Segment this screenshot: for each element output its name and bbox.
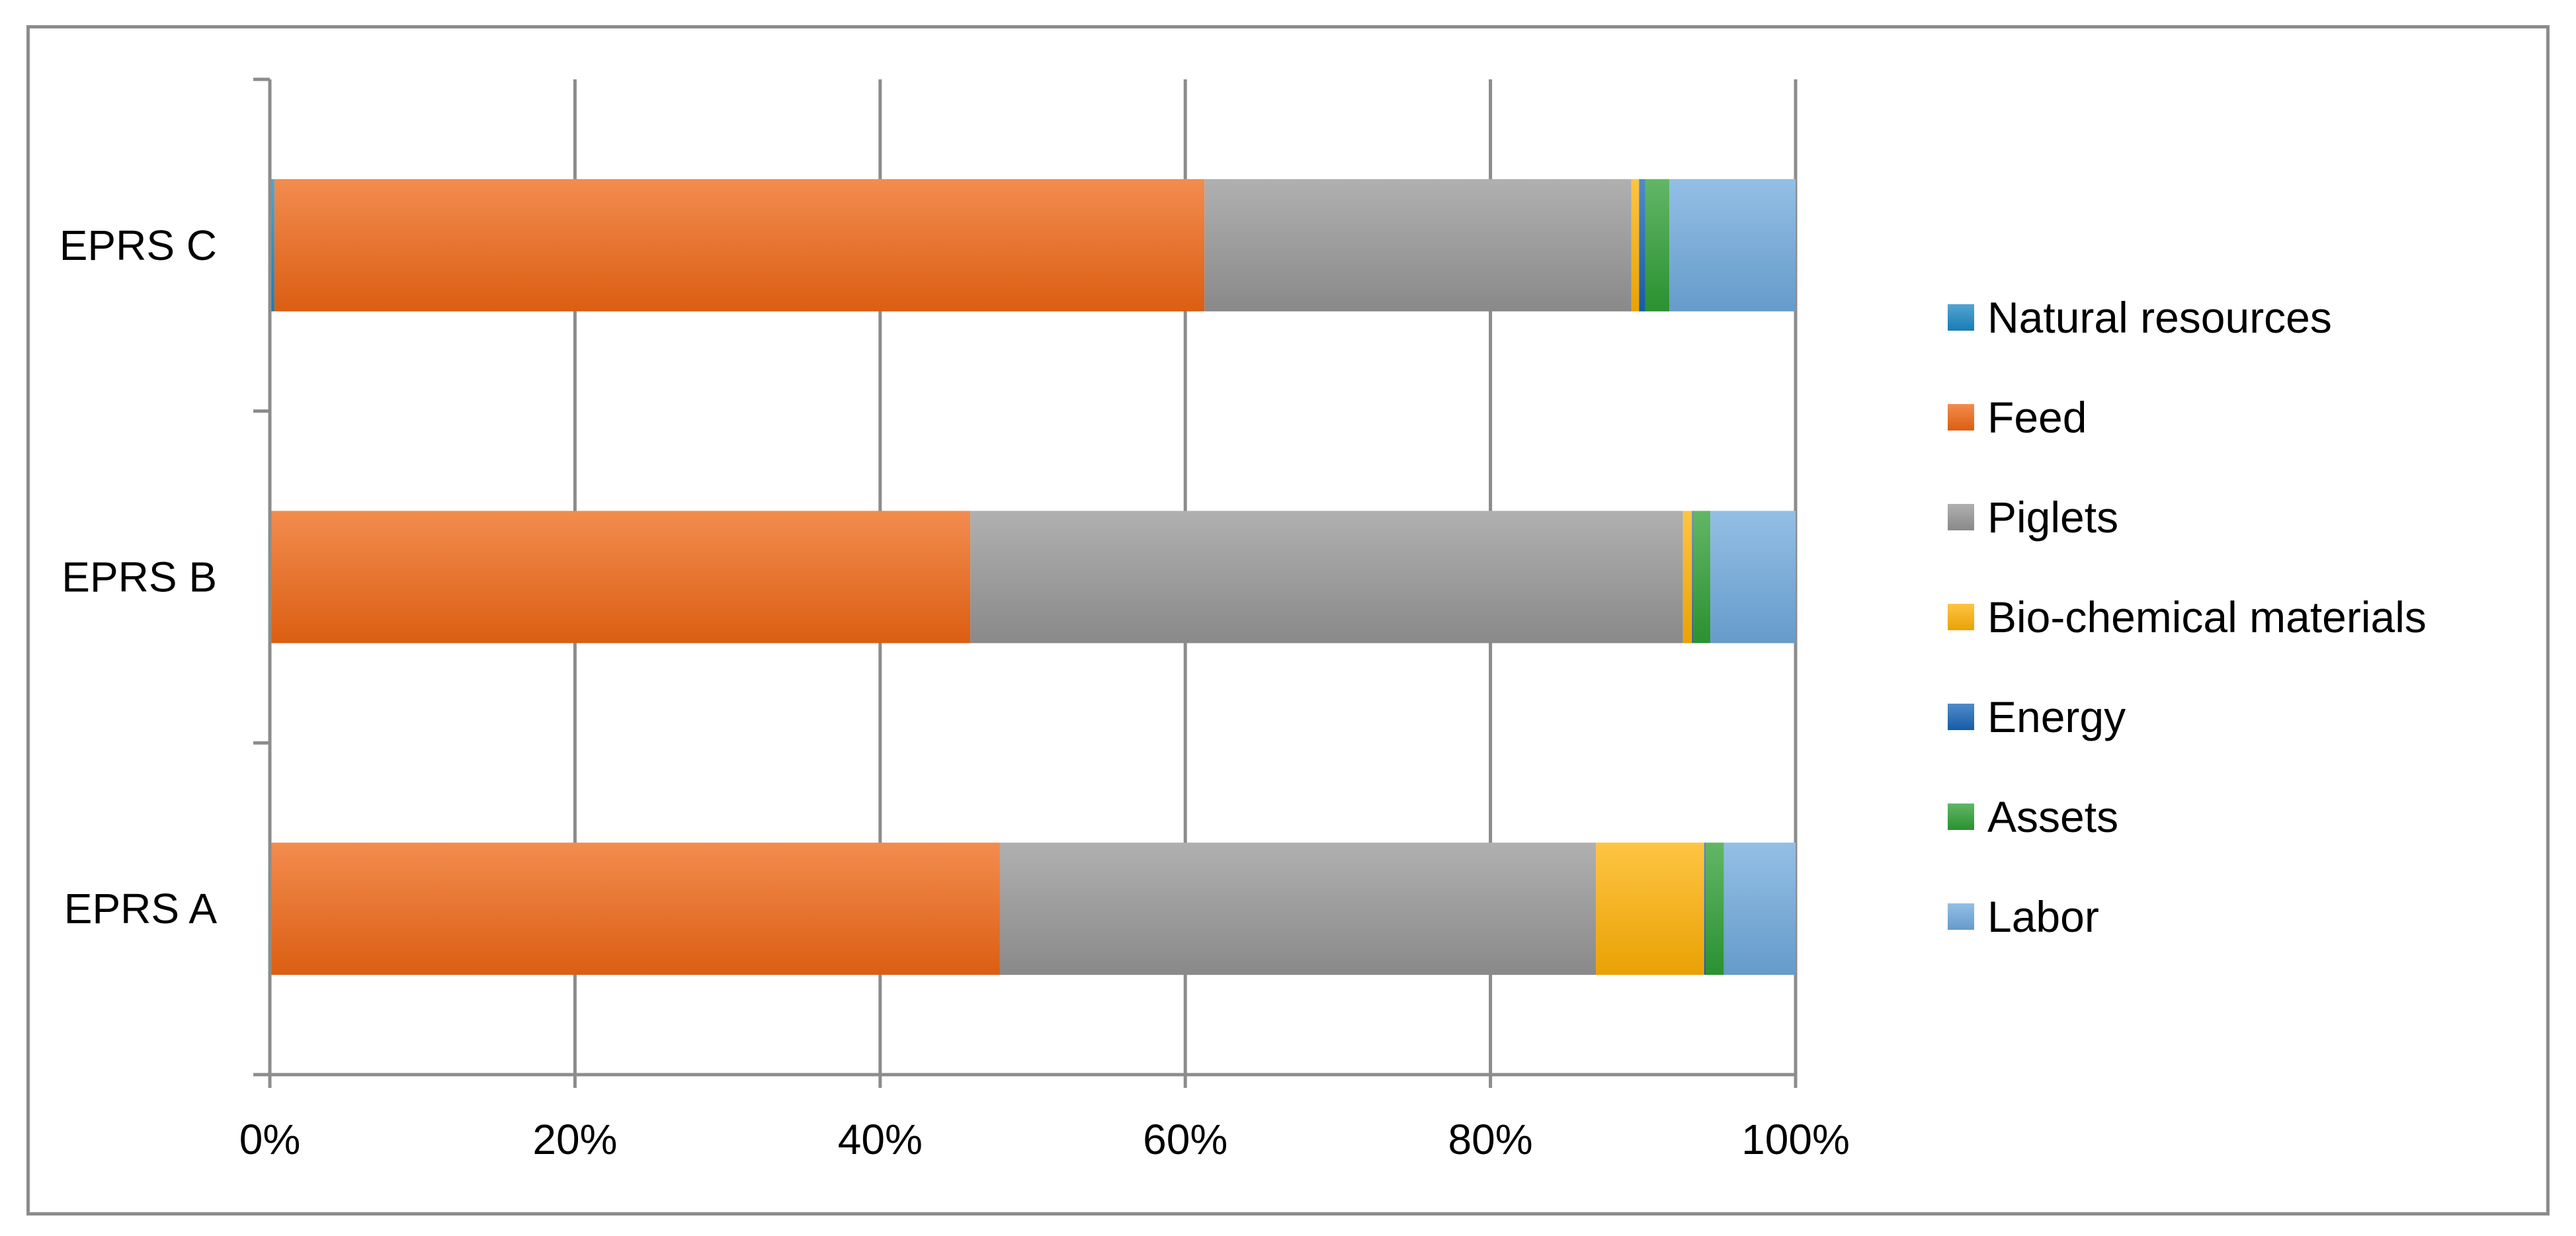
bar-eprs-b-feed xyxy=(271,511,971,643)
bar-eprs-b-labor xyxy=(1710,511,1796,643)
legend-swatch-energy xyxy=(1948,704,1974,730)
legend-label-labor: Labor xyxy=(1987,892,2099,941)
legend-swatch-feed xyxy=(1948,404,1974,431)
y-tick-label: EPRS B xyxy=(62,554,217,601)
bar-eprs-a-assets xyxy=(1706,843,1724,975)
bar-eprs-c-energy xyxy=(1639,179,1645,311)
bar-eprs-b-piglets xyxy=(970,511,1683,643)
bar-eprs-b-energy xyxy=(1692,511,1694,643)
y-tick-label: EPRS A xyxy=(64,885,218,932)
bar-eprs-c-assets xyxy=(1645,179,1670,311)
bars xyxy=(270,179,1796,975)
legend-swatch-assets xyxy=(1948,803,1974,830)
legend-swatch-bio-chemical-materials xyxy=(1948,604,1974,630)
legend-label-bio-chemical-materials: Bio-chemical materials xyxy=(1987,593,2427,641)
legend-swatch-piglets xyxy=(1948,504,1974,530)
x-tick-label: 40% xyxy=(838,1116,923,1163)
legend-label-feed: Feed xyxy=(1987,393,2087,442)
bar-eprs-a-feed xyxy=(271,843,1000,975)
bar-eprs-a-labor xyxy=(1724,843,1796,975)
legend-swatch-labor xyxy=(1948,903,1974,930)
bar-eprs-c-natural-resources xyxy=(270,179,274,311)
legend-swatch-natural-resources xyxy=(1948,304,1974,331)
x-tick-label: 100% xyxy=(1741,1116,1850,1163)
bar-eprs-c-feed xyxy=(274,179,1205,311)
bar-eprs-c-bio-chemical-materials xyxy=(1631,179,1640,311)
legend: Natural resources Feed Piglets Bio-chemical… xyxy=(1948,293,2427,941)
bar-eprs-b-assets xyxy=(1693,511,1711,643)
bar-eprs-a-bio-chemical-materials xyxy=(1596,843,1704,975)
axes: 0% 20% 40% 60% 80% 100% EPRS C EPRS B EPRS A xyxy=(60,77,1850,1163)
x-tick-label: 80% xyxy=(1448,1116,1533,1163)
bar-eprs-a-energy xyxy=(1704,843,1706,975)
legend-label-assets: Assets xyxy=(1987,792,2118,841)
bar-eprs-c-piglets xyxy=(1204,179,1632,311)
x-tick-label: 60% xyxy=(1143,1116,1227,1163)
x-tick-label: 20% xyxy=(532,1116,617,1163)
bar-eprs-b-bio-chemical-materials xyxy=(1683,511,1692,643)
x-tick-label: 0% xyxy=(239,1116,301,1163)
legend-label-piglets: Piglets xyxy=(1987,493,2118,542)
legend-label-natural-resources: Natural resources xyxy=(1987,293,2332,342)
bar-eprs-a-piglets xyxy=(999,843,1597,975)
bar-eprs-c-labor xyxy=(1669,179,1796,311)
y-tick-label: EPRS C xyxy=(60,222,217,269)
legend-label-energy: Energy xyxy=(1987,692,2126,741)
